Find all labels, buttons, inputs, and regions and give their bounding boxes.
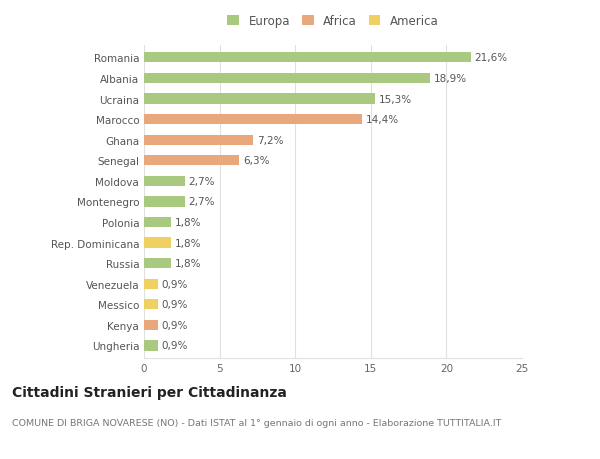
Text: 6,3%: 6,3% bbox=[243, 156, 269, 166]
Text: 2,7%: 2,7% bbox=[188, 176, 215, 186]
Text: 21,6%: 21,6% bbox=[475, 53, 508, 63]
Text: 15,3%: 15,3% bbox=[379, 94, 412, 104]
Bar bbox=[144, 341, 158, 351]
Text: 1,8%: 1,8% bbox=[175, 258, 202, 269]
Bar bbox=[144, 197, 185, 207]
Bar bbox=[144, 218, 171, 228]
Text: 1,8%: 1,8% bbox=[175, 238, 202, 248]
Bar bbox=[144, 258, 171, 269]
Bar bbox=[144, 238, 171, 248]
Bar bbox=[144, 73, 430, 84]
Bar bbox=[144, 115, 362, 125]
Text: 7,2%: 7,2% bbox=[257, 135, 283, 146]
Legend: Europa, Africa, America: Europa, Africa, America bbox=[224, 11, 442, 31]
Text: 0,9%: 0,9% bbox=[161, 300, 188, 310]
Bar bbox=[144, 300, 158, 310]
Text: 2,7%: 2,7% bbox=[188, 197, 215, 207]
Text: COMUNE DI BRIGA NOVARESE (NO) - Dati ISTAT al 1° gennaio di ogni anno - Elaboraz: COMUNE DI BRIGA NOVARESE (NO) - Dati IST… bbox=[12, 418, 502, 427]
Bar bbox=[144, 94, 376, 105]
Bar bbox=[144, 53, 470, 63]
Bar bbox=[144, 176, 185, 186]
Text: 0,9%: 0,9% bbox=[161, 341, 188, 351]
Text: 1,8%: 1,8% bbox=[175, 218, 202, 228]
Text: Cittadini Stranieri per Cittadinanza: Cittadini Stranieri per Cittadinanza bbox=[12, 386, 287, 399]
Bar bbox=[144, 156, 239, 166]
Text: 14,4%: 14,4% bbox=[365, 115, 398, 125]
Text: 0,9%: 0,9% bbox=[161, 279, 188, 289]
Bar bbox=[144, 320, 158, 330]
Bar bbox=[144, 279, 158, 289]
Text: 18,9%: 18,9% bbox=[434, 74, 467, 84]
Bar bbox=[144, 135, 253, 146]
Text: 0,9%: 0,9% bbox=[161, 320, 188, 330]
